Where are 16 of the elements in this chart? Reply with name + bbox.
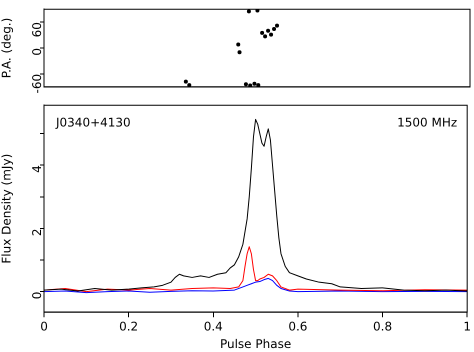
y-axis-title: Flux Density (mJy) xyxy=(0,154,14,264)
x-tick-label: 0.6 xyxy=(288,320,308,334)
y-tick-label: 0 xyxy=(30,292,44,300)
y-tick-label: 4 xyxy=(30,165,44,173)
y-tick-label: 2 xyxy=(30,228,44,236)
x-tick-label: 0.8 xyxy=(373,320,392,334)
x-tick-label: 0.4 xyxy=(204,320,223,334)
y-tick-label: 0 xyxy=(30,48,44,56)
x-tick-label: 0.2 xyxy=(119,320,138,334)
y-axis-title: P.A. (deg.) xyxy=(0,18,14,78)
annotation: 1500 MHz xyxy=(397,115,458,130)
x-axis-title: Pulse Phase xyxy=(220,336,292,351)
y-tick-label: -60 xyxy=(30,74,44,94)
annotation: J0340+4130 xyxy=(55,115,131,130)
y-tick-label: 60 xyxy=(30,22,44,38)
x-tick-label: 1 xyxy=(463,320,472,334)
